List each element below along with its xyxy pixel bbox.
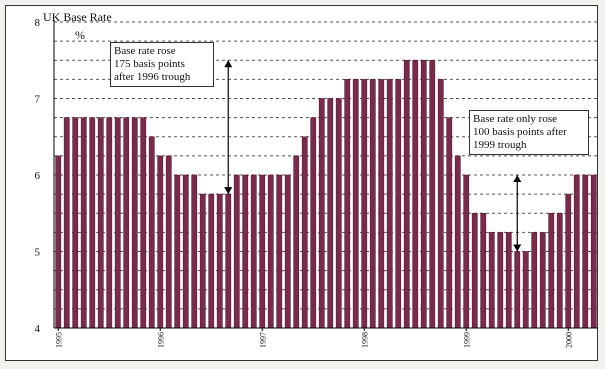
bar [437, 79, 444, 329]
bar [446, 117, 453, 329]
bar [463, 174, 470, 329]
bar [420, 60, 427, 329]
bar [429, 60, 436, 329]
chart-frame: 4 5 6 7 8 1995 1996 1997 1998 1999 2000 UK Base R… [5, 5, 598, 361]
bar [471, 213, 478, 329]
bar [131, 117, 138, 329]
bar [488, 232, 495, 329]
bar [123, 117, 130, 329]
bar [114, 117, 121, 329]
bar [182, 174, 189, 329]
annotation-line: after 1996 trough [114, 71, 191, 83]
bar [327, 98, 334, 329]
y-tick-label: 4 [35, 323, 41, 335]
y-unit-label: % [75, 28, 85, 42]
x-tick-label: 1995 [54, 332, 63, 348]
bar [497, 232, 504, 329]
bar [369, 79, 376, 329]
x-tick-label: 2000 [564, 332, 573, 348]
bar [174, 174, 181, 329]
bar [165, 155, 172, 329]
bar [80, 117, 87, 329]
bar [208, 193, 215, 329]
bar [514, 251, 521, 329]
x-tick-label: 1999 [462, 332, 471, 348]
bar [276, 174, 283, 329]
annotation-line: Base rate rose [114, 45, 176, 57]
bar [395, 79, 402, 329]
bar [157, 155, 164, 329]
bar [106, 117, 113, 329]
annotation-1996: Base rate rose 175 basis points after 19… [110, 42, 214, 87]
bar [55, 155, 62, 329]
arrow-1999-head-bottom [513, 244, 522, 252]
x-tick-labels: 1995 1996 1997 1998 1999 2000 [54, 328, 573, 348]
annotation-arrows [224, 60, 522, 252]
bar [310, 117, 317, 329]
bar [318, 98, 325, 329]
bar [582, 174, 589, 329]
arrow-1999-head-top [513, 175, 522, 182]
bar [97, 117, 104, 329]
bar [352, 79, 359, 329]
bar [344, 79, 351, 329]
x-tick-label: 1998 [360, 332, 369, 348]
bar [590, 174, 597, 329]
bar [72, 117, 79, 329]
chart-title: UK Base Rate [43, 10, 112, 24]
y-tick-labels: 4 5 6 7 8 [35, 17, 41, 335]
annotation-line: 100 basis points after [473, 126, 567, 138]
bar [522, 251, 529, 329]
bar [199, 193, 206, 329]
bar [242, 174, 249, 329]
bar [140, 117, 147, 329]
bar [335, 98, 342, 329]
bar [284, 174, 291, 329]
bar [191, 174, 198, 329]
y-tick-label: 7 [35, 94, 41, 106]
bar [548, 213, 555, 329]
arrow-1996-head-bottom [224, 187, 233, 195]
bar [480, 213, 487, 329]
axes [53, 20, 598, 329]
bar [89, 117, 96, 329]
annotation-line: 175 basis points [114, 58, 185, 70]
annotation-1999: Base rate only rose 100 basis points aft… [469, 110, 589, 155]
bar [565, 193, 572, 329]
bar [361, 79, 368, 329]
bar [301, 136, 308, 329]
x-tick-label: 1997 [258, 332, 267, 348]
arrow-1996-head-top [224, 60, 233, 68]
bar [386, 79, 393, 329]
bar [539, 232, 546, 329]
bar [412, 60, 419, 329]
bar [573, 174, 580, 329]
x-tick-label: 1996 [156, 332, 165, 348]
bar [403, 60, 410, 329]
base-rate-chart: 4 5 6 7 8 1995 1996 1997 1998 1999 2000 [35, 17, 598, 348]
bar [225, 193, 232, 329]
bar [267, 174, 274, 329]
bar [216, 193, 223, 329]
bars [55, 60, 597, 329]
y-tick-label: 6 [35, 170, 41, 182]
bar [250, 174, 257, 329]
annotation-line: Base rate only rose [473, 113, 557, 125]
bar [454, 155, 461, 329]
bar [378, 79, 385, 329]
bar [556, 213, 563, 329]
bar [259, 174, 266, 329]
bar [293, 155, 300, 329]
annotation-line: 1999 trough [473, 139, 527, 151]
y-tick-label: 5 [35, 247, 41, 259]
bar [63, 117, 70, 329]
y-tick-label: 8 [35, 17, 41, 29]
bar [233, 174, 240, 329]
bar [148, 136, 155, 329]
bar [531, 232, 538, 329]
bar [505, 232, 512, 329]
